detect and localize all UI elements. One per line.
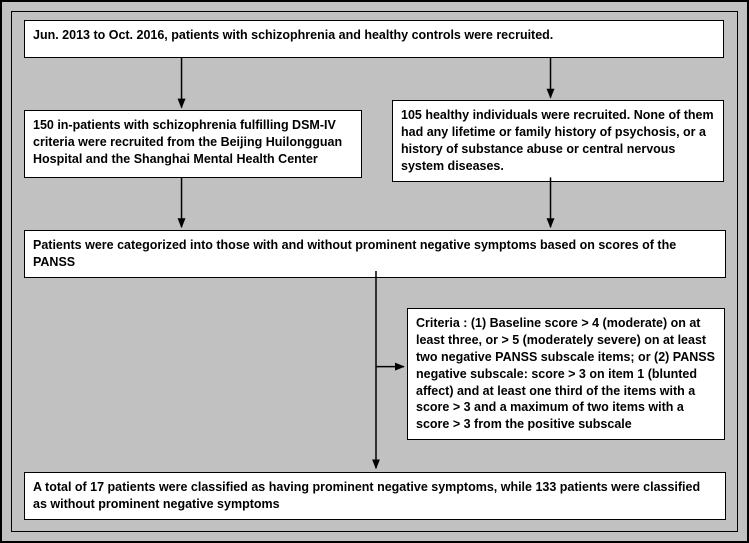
node-criteria-text: Criteria : (1) Baseline score > 4 (moder…: [416, 316, 715, 431]
node-criteria: Criteria : (1) Baseline score > 4 (moder…: [407, 308, 725, 440]
node-right-branch-text: 105 healthy individuals were recruited. …: [401, 108, 714, 173]
node-categorize-text: Patients were categorized into those wit…: [33, 238, 676, 269]
node-top: Jun. 2013 to Oct. 2016, patients with sc…: [24, 20, 724, 58]
node-left-branch-text: 150 in-patients with schizophrenia fulfi…: [33, 118, 342, 166]
node-result: A total of 17 patients were classified a…: [24, 472, 726, 520]
node-result-text: A total of 17 patients were classified a…: [33, 480, 700, 511]
flowchart-canvas: Jun. 2013 to Oct. 2016, patients with sc…: [11, 11, 738, 532]
node-right-branch: 105 healthy individuals were recruited. …: [392, 100, 724, 182]
node-top-text: Jun. 2013 to Oct. 2016, patients with sc…: [33, 28, 553, 42]
outer-frame: Jun. 2013 to Oct. 2016, patients with sc…: [0, 0, 749, 543]
node-categorize: Patients were categorized into those wit…: [24, 230, 726, 278]
node-left-branch: 150 in-patients with schizophrenia fulfi…: [24, 110, 362, 178]
